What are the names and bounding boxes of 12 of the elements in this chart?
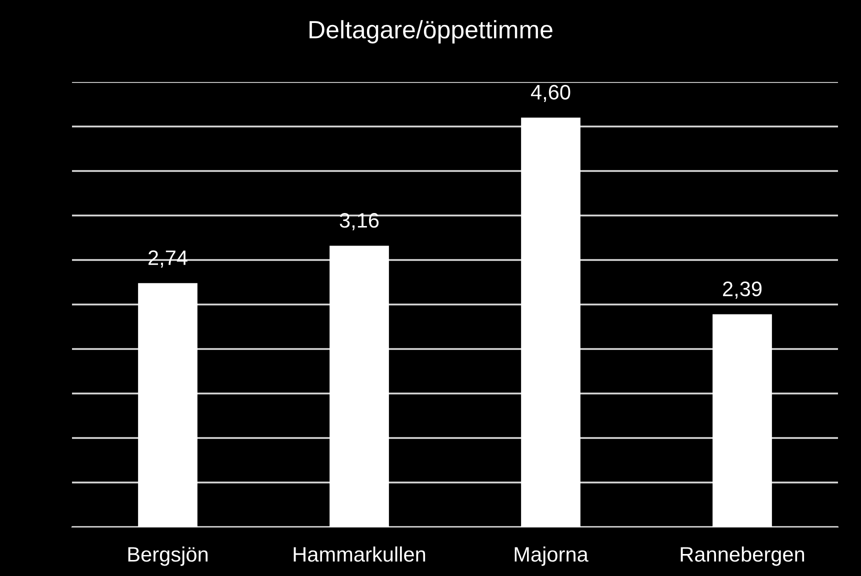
x-tick-label: Rannebergen [680,546,804,566]
data-label: 3,16 [340,213,379,230]
x-tick-label: Majorna [514,546,588,566]
x-tick-label: Hammarkullen [294,546,426,562]
x-tick-label: Bergsjön [128,546,208,566]
data-label: 2,39 [723,282,762,299]
bar [330,246,389,527]
bar [712,314,772,527]
data-label: 4,60 [530,84,570,102]
bar [521,118,580,527]
bar [138,283,198,527]
chart-title: Deltagare/öppettimme [310,20,552,44]
